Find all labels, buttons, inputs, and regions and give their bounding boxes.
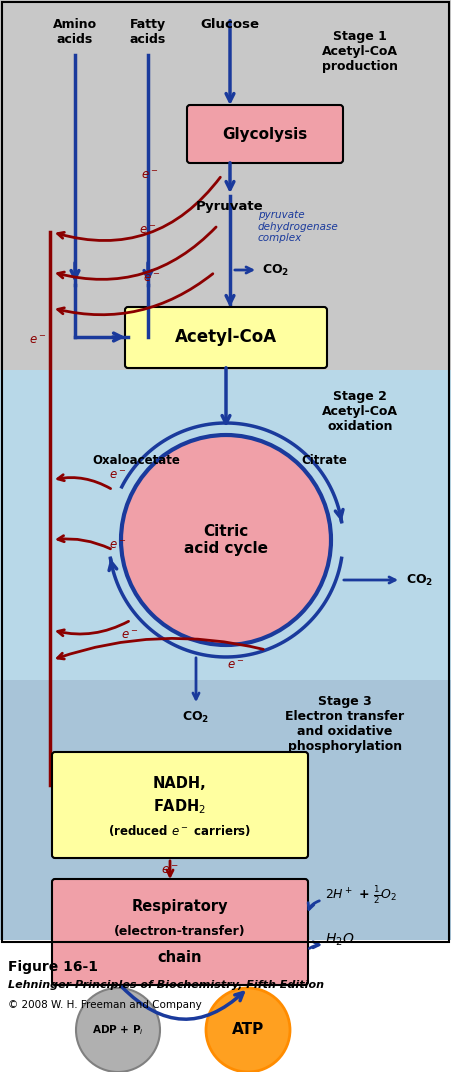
FancyArrowPatch shape [122,987,243,1019]
FancyArrowPatch shape [58,639,263,659]
Circle shape [206,988,290,1072]
Text: $\mathbf{CO_2}$: $\mathbf{CO_2}$ [182,710,210,725]
Bar [0,940,451,1072]
FancyArrowPatch shape [58,536,110,549]
Text: $H_2O$: $H_2O$ [325,932,354,949]
Text: Glucose: Glucose [201,18,259,31]
Circle shape [76,988,160,1072]
Text: $\mathbf{CO_2}$: $\mathbf{CO_2}$ [406,572,433,587]
Text: $e^-$: $e^-$ [161,864,179,877]
Text: $e^-$: $e^-$ [109,538,127,551]
Text: Citric
acid cycle: Citric acid cycle [184,524,268,556]
FancyArrowPatch shape [308,900,319,909]
Text: $e^-$: $e^-$ [143,271,161,284]
Text: $e^-$: $e^-$ [109,468,127,481]
Text: ATP: ATP [232,1023,264,1038]
Bar [0,0,451,370]
FancyBboxPatch shape [52,879,308,985]
Text: Lehninger Principles of Biochemistry, Fifth Edition: Lehninger Principles of Biochemistry, Fi… [8,980,324,991]
Text: (reduced $e^-$ carriers): (reduced $e^-$ carriers) [108,823,252,838]
Text: © 2008 W. H. Freeman and Company: © 2008 W. H. Freeman and Company [8,1000,202,1010]
Text: $e^-$: $e^-$ [139,223,157,237]
Text: pyruvate
dehydrogenase
complex: pyruvate dehydrogenase complex [258,210,339,243]
FancyBboxPatch shape [52,751,308,858]
FancyBboxPatch shape [187,105,343,163]
Text: $\mathbf{CO_2}$: $\mathbf{CO_2}$ [262,263,289,278]
Text: Figure 16-1: Figure 16-1 [8,961,98,974]
Text: Stage 1
Acetyl-CoA
production: Stage 1 Acetyl-CoA production [322,30,398,73]
Bar [0,370,451,680]
Text: FADH$_2$: FADH$_2$ [153,798,207,817]
FancyArrowPatch shape [58,475,110,489]
Text: $e^-$: $e^-$ [227,658,245,671]
Text: Acetyl-CoA: Acetyl-CoA [175,328,277,346]
Text: Pyruvate: Pyruvate [196,200,264,213]
FancyBboxPatch shape [125,307,327,368]
FancyArrowPatch shape [58,273,213,315]
Text: NADH,: NADH, [153,775,207,790]
Circle shape [121,435,331,645]
Bar [0,680,451,946]
Text: Glycolysis: Glycolysis [222,126,308,142]
FancyArrowPatch shape [58,227,216,280]
FancyArrowPatch shape [309,941,319,949]
Text: Respiratory: Respiratory [132,899,228,914]
Text: $e^-$: $e^-$ [29,333,47,346]
Text: Stage 3
Electron transfer
and oxidative
phosphorylation: Stage 3 Electron transfer and oxidative … [285,695,405,753]
FancyArrowPatch shape [58,622,129,636]
Text: $2H^+$ + $\frac{1}{2}O_2$: $2H^+$ + $\frac{1}{2}O_2$ [325,884,397,906]
Text: $e^-$: $e^-$ [141,168,159,181]
Text: chain: chain [158,950,202,965]
Text: Amino
acids: Amino acids [53,18,97,46]
Bar [2,2,449,942]
Text: ADP + P$_i$: ADP + P$_i$ [92,1023,144,1037]
Text: Citrate: Citrate [301,453,347,466]
Text: Oxaloacetate: Oxaloacetate [92,453,180,466]
Text: Stage 2
Acetyl-CoA
oxidation: Stage 2 Acetyl-CoA oxidation [322,390,398,433]
Text: (electron-transfer): (electron-transfer) [114,925,246,938]
FancyArrowPatch shape [58,177,221,240]
Text: $e^-$: $e^-$ [121,628,139,641]
Text: Fatty
acids: Fatty acids [130,18,166,46]
